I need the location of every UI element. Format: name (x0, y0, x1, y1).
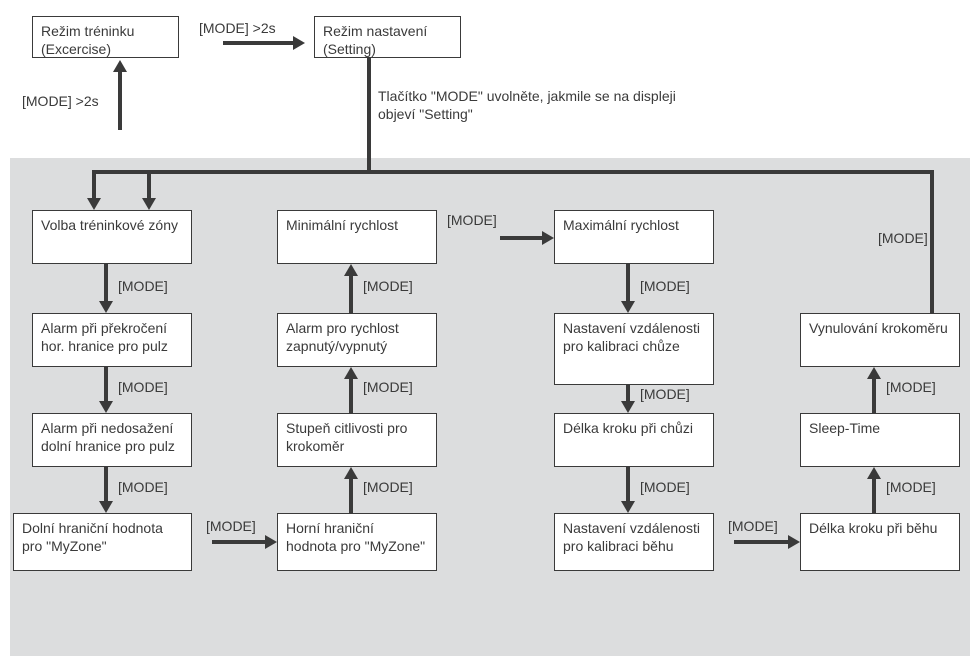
arrow-loop-up-v (930, 170, 934, 313)
label-mode-c2-r2r1: [MODE] (363, 278, 413, 294)
arrow-c3-r1r2-head (621, 301, 635, 313)
arrow-c3-r3r4-line (626, 467, 630, 501)
arrow-c1c2-r4-line (212, 540, 265, 544)
arrow-c1-r1r2-head (99, 301, 113, 313)
box-speed-alarm-onoff: Alarm pro rychlost zapnutý/vypnutý (277, 313, 437, 367)
label-mode-c2c3-r1: [MODE] (447, 212, 497, 228)
label-mode-c3c4-r4: [MODE] (728, 518, 778, 534)
arrow-exercise-to-setting-head (293, 36, 305, 50)
arrow-exercise-to-setting-line (223, 41, 293, 45)
label-mode-c1-r3r4: [MODE] (118, 479, 168, 495)
arrow-c3c4-r4-head (788, 535, 800, 549)
arrow-into-col1-head (87, 198, 101, 210)
arrow-setting-down-line (367, 58, 371, 173)
arrow-c4-r3r2-line (872, 379, 876, 413)
label-mode-2s-top: [MODE] >2s (199, 20, 276, 36)
label-mode-2s-left: [MODE] >2s (22, 93, 99, 109)
box-myzone-lower: Dolní hraniční hodnota pro "MyZone" (13, 513, 192, 571)
setting-line1: Režim nastavení (323, 23, 427, 39)
box-run-step-length: Délka kroku při běhu (800, 513, 960, 571)
label-release-note: Tlačítko "MODE" uvolněte, jakmile se na … (378, 88, 698, 123)
arrow-c3c4-r4-line (734, 540, 788, 544)
label-mode-c1-r2r3: [MODE] (118, 379, 168, 395)
setting-line2: (Setting) (323, 41, 376, 57)
arrow-c1-r2r3-head (99, 401, 113, 413)
arrow-loop-top-h (147, 170, 934, 174)
arrow-c2c3-r1-head (542, 231, 554, 245)
arrow-c1-r2r3-line (104, 367, 108, 401)
arrow-c3-r1r2-line (626, 264, 630, 301)
label-mode-c3-r2r3: [MODE] (640, 386, 690, 402)
label-mode-c1c2-r4: [MODE] (206, 518, 256, 534)
label-mode-c3-r3r4: [MODE] (640, 479, 690, 495)
box-training-zone: Volba tréninkové zóny (32, 210, 192, 264)
box-max-speed: Maximální rychlost (554, 210, 714, 264)
label-mode-c4-r4r3: [MODE] (886, 479, 936, 495)
arrow-c4-r3r2-head (867, 367, 881, 379)
arrow-into-col1-v (92, 170, 96, 198)
box-sensitivity-pedometer: Stupeň citlivosti pro krokoměr (277, 413, 437, 467)
arrow-loop-down-v (147, 170, 151, 198)
box-walk-step-length: Délka kroku při chůzi (554, 413, 714, 467)
arrow-c1c2-r4-head (265, 535, 277, 549)
arrow-c2-r3r2-head (344, 367, 358, 379)
label-mode-c4-r3r2: [MODE] (886, 379, 936, 395)
label-mode-c2-r3r2: [MODE] (363, 379, 413, 395)
arrow-c2c3-r1-line (500, 236, 542, 240)
arrow-c3-r3r4-head (621, 501, 635, 513)
arrow-return-up-line (118, 72, 122, 130)
label-mode-c3-r1r2: [MODE] (640, 278, 690, 294)
arrow-loop-down-head (142, 198, 156, 210)
arrow-c2-r2r1-line (349, 276, 353, 313)
box-myzone-upper: Horní hraniční hodnota pro "MyZone" (277, 513, 437, 571)
exercise-line1: Režim tréninku (41, 23, 134, 39)
arrow-c4-r4r3-head (867, 467, 881, 479)
exercise-line2: (Excercise) (41, 41, 111, 57)
arrow-c1-r3r4-head (99, 501, 113, 513)
arrow-c3-r2r3-line (626, 385, 630, 401)
arrow-c2-r4r3-head (344, 467, 358, 479)
label-mode-c1-r1r2: [MODE] (118, 278, 168, 294)
box-setting-mode: Režim nastavení (Setting) (314, 16, 461, 58)
arrow-return-up-head (113, 60, 127, 72)
arrow-c2-r3r2-line (349, 379, 353, 413)
arrow-c2-r2r1-head (344, 264, 358, 276)
arrow-c4-r4r3-line (872, 479, 876, 513)
box-min-speed: Minimální rychlost (277, 210, 437, 264)
label-mode-c2-r4r3: [MODE] (363, 479, 413, 495)
box-reset-pedometer: Vynulování krokoměru (800, 313, 960, 367)
box-alarm-lower-pulse: Alarm při nedosažení dolní hranice pro p… (32, 413, 192, 467)
box-run-cal-distance: Nastavení vzdálenosti pro kalibraci běhu (554, 513, 714, 571)
box-walk-cal-distance: Nastavení vzdálenosti pro kalibraci chůz… (554, 313, 714, 385)
arrow-c2-r4r3-line (349, 479, 353, 513)
box-sleep-time: Sleep-Time (800, 413, 960, 467)
arrow-c1-r3r4-line (104, 467, 108, 501)
box-alarm-upper-pulse: Alarm při překročení hor. hranice pro pu… (32, 313, 192, 367)
arrow-c1-r1r2-line (104, 264, 108, 301)
arrow-c3-r2r3-head (621, 401, 635, 413)
box-exercise-mode: Režim tréninku (Excercise) (32, 16, 179, 58)
label-mode-loop-right: [MODE] (878, 230, 928, 246)
